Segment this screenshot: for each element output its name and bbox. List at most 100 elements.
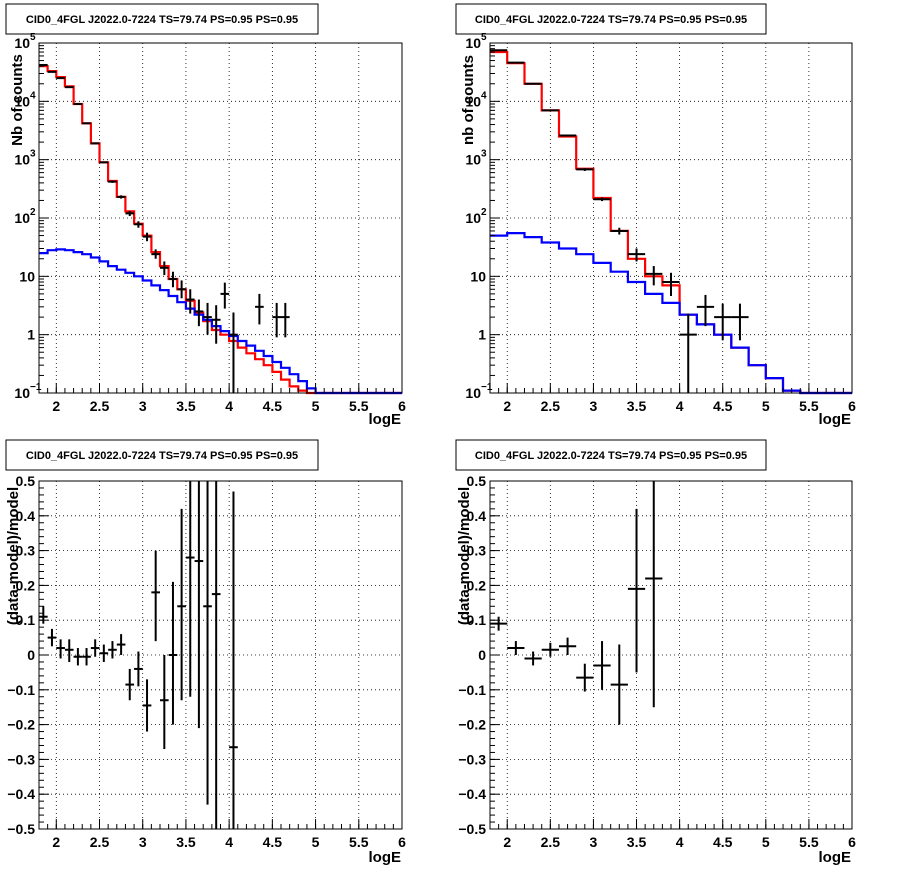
x-tick-label: 4 xyxy=(676,834,684,850)
y-tick-label: −0.4 xyxy=(7,786,35,802)
x-tick-label: 3.5 xyxy=(627,834,647,850)
y-tick-label: −0.4 xyxy=(458,786,486,802)
x-tick-label: 4 xyxy=(676,398,684,414)
x-tick-label: 4.5 xyxy=(713,834,733,850)
y-tick-exponent: 2 xyxy=(30,207,36,218)
axis-ticks: 2 2.5 3 3.5 4 4.5 5 5.5 6 −0.5 −0.4 −0.3 −0.2 −0.1 0 0.… xyxy=(7,473,406,850)
x-tick-label: 5 xyxy=(762,834,770,850)
x-tick-label: 2 xyxy=(503,834,511,850)
x-tick-label: 4 xyxy=(225,398,233,414)
x-tick-label: 6 xyxy=(398,834,406,850)
y-tick-label: 10 xyxy=(14,152,30,168)
x-tick-label: 5 xyxy=(762,398,770,414)
model-source-histogram xyxy=(39,248,402,395)
grid-lines xyxy=(39,43,402,393)
y-axis-label: (data-model)/model xyxy=(5,487,22,625)
panel-counts-left: CID0_4FGL J2022.0-7224 TS=79.74 PS=0.95 … xyxy=(5,3,406,428)
x-tick-label: 4.5 xyxy=(263,834,283,850)
x-tick-label: 5.5 xyxy=(349,398,369,414)
panel-counts-right: CID0_4FGL J2022.0-7224 TS=79.74 PS=0.95 … xyxy=(455,3,856,428)
grid-lines xyxy=(39,481,402,829)
y-tick-label: 10 xyxy=(465,35,481,51)
y-tick-label: −0.1 xyxy=(458,682,486,698)
data-series xyxy=(39,63,402,395)
y-tick-label: 10 xyxy=(19,268,35,284)
axis-ticks: 2 2.5 3 3.5 4 4.5 5 5.5 6 −0.5 −0.4 −0.3 −0.2 −0.1 0 0.… xyxy=(458,473,856,850)
plot-frame xyxy=(489,42,853,394)
title-box xyxy=(5,3,319,35)
y-tick-label: 0 xyxy=(27,647,35,663)
chart-title: CID0_4FGL J2022.0-7224 TS=79.74 PS=0.95 … xyxy=(26,14,298,26)
model-source-histogram xyxy=(490,232,852,395)
panel-residuals-left: CID0_4FGL J2022.0-7224 TS=79.74 PS=0.95 … xyxy=(5,439,406,866)
y-tick-label: 10 xyxy=(14,385,30,401)
x-tick-label: 4.5 xyxy=(713,398,733,414)
y-tick-label: −0.2 xyxy=(458,717,486,733)
x-axis-label: logE xyxy=(369,411,402,428)
y-tick-exponent: 4 xyxy=(481,90,487,101)
y-tick-exponent: 5 xyxy=(481,32,487,43)
x-tick-label: 3 xyxy=(590,398,598,414)
x-tick-label: 3 xyxy=(590,834,598,850)
chart-title: CID0_4FGL J2022.0-7224 TS=79.74 PS=0.95 … xyxy=(475,14,747,26)
y-tick-label: −0.3 xyxy=(7,751,35,767)
x-axis-label: logE xyxy=(369,849,402,866)
title-box xyxy=(455,3,767,35)
title-box xyxy=(455,439,767,471)
y-tick-label: 10 xyxy=(465,385,481,401)
y-tick-label: 0.2 xyxy=(467,577,487,593)
y-tick-label: 0.2 xyxy=(16,577,36,593)
y-tick-exponent: 3 xyxy=(30,149,36,160)
y-axis-label: nb of counts xyxy=(460,55,477,145)
grid-lines xyxy=(490,481,852,829)
y-tick-label: 0.1 xyxy=(16,612,36,628)
panel-residuals-right: CID0_4FGL J2022.0-7224 TS=79.74 PS=0.95 … xyxy=(455,439,856,866)
x-tick-label: 6 xyxy=(398,398,406,414)
y-tick-label: −0.3 xyxy=(458,751,486,767)
model-total-histogram xyxy=(39,65,402,395)
x-tick-label: 2.5 xyxy=(90,398,110,414)
x-axis-label: logE xyxy=(819,411,852,428)
y-tick-label: 0.4 xyxy=(16,508,36,524)
data-series xyxy=(490,481,663,725)
y-tick-label: −0.2 xyxy=(7,717,35,733)
y-tick-label: −0.5 xyxy=(7,821,35,837)
x-tick-label: 5.5 xyxy=(799,834,819,850)
y-tick-label: 0 xyxy=(478,647,486,663)
data-series xyxy=(490,49,852,395)
model-total-histogram xyxy=(490,50,852,395)
y-tick-exponent: 2 xyxy=(481,207,487,218)
x-axis-label: logE xyxy=(819,849,852,866)
x-tick-label: 5.5 xyxy=(799,398,819,414)
x-tick-label: 2 xyxy=(52,834,60,850)
plot-frame xyxy=(489,480,853,830)
y-tick-label: 10 xyxy=(470,268,486,284)
y-tick-label: 10 xyxy=(465,93,481,109)
y-tick-label: 0.5 xyxy=(16,473,36,489)
plot-frame xyxy=(38,480,403,830)
x-tick-label: 5 xyxy=(312,834,320,850)
y-tick-label: 10 xyxy=(465,152,481,168)
y-tick-exponent: 3 xyxy=(481,149,487,160)
y-tick-label: 0.3 xyxy=(16,543,36,559)
y-tick-label: 0.4 xyxy=(467,508,487,524)
y-tick-label: 0.3 xyxy=(467,543,487,559)
x-tick-label: 5.5 xyxy=(349,834,369,850)
x-tick-label: 2.5 xyxy=(541,834,561,850)
plot-frame xyxy=(38,42,403,394)
x-tick-label: 3 xyxy=(139,398,147,414)
x-tick-label: 3 xyxy=(139,834,147,850)
x-tick-label: 3.5 xyxy=(176,834,196,850)
chart-title: CID0_4FGL J2022.0-7224 TS=79.74 PS=0.95 … xyxy=(475,450,747,462)
y-tick-label: −0.1 xyxy=(7,682,35,698)
x-tick-label: 3.5 xyxy=(627,398,647,414)
x-tick-label: 4.5 xyxy=(263,398,283,414)
chart-title: CID0_4FGL J2022.0-7224 TS=79.74 PS=0.95 … xyxy=(26,450,298,462)
x-tick-label: 2.5 xyxy=(90,834,110,850)
y-axis-label: (data-model)/model xyxy=(456,487,473,625)
grid-lines xyxy=(490,43,852,393)
y-tick-exponent: 4 xyxy=(30,90,36,101)
